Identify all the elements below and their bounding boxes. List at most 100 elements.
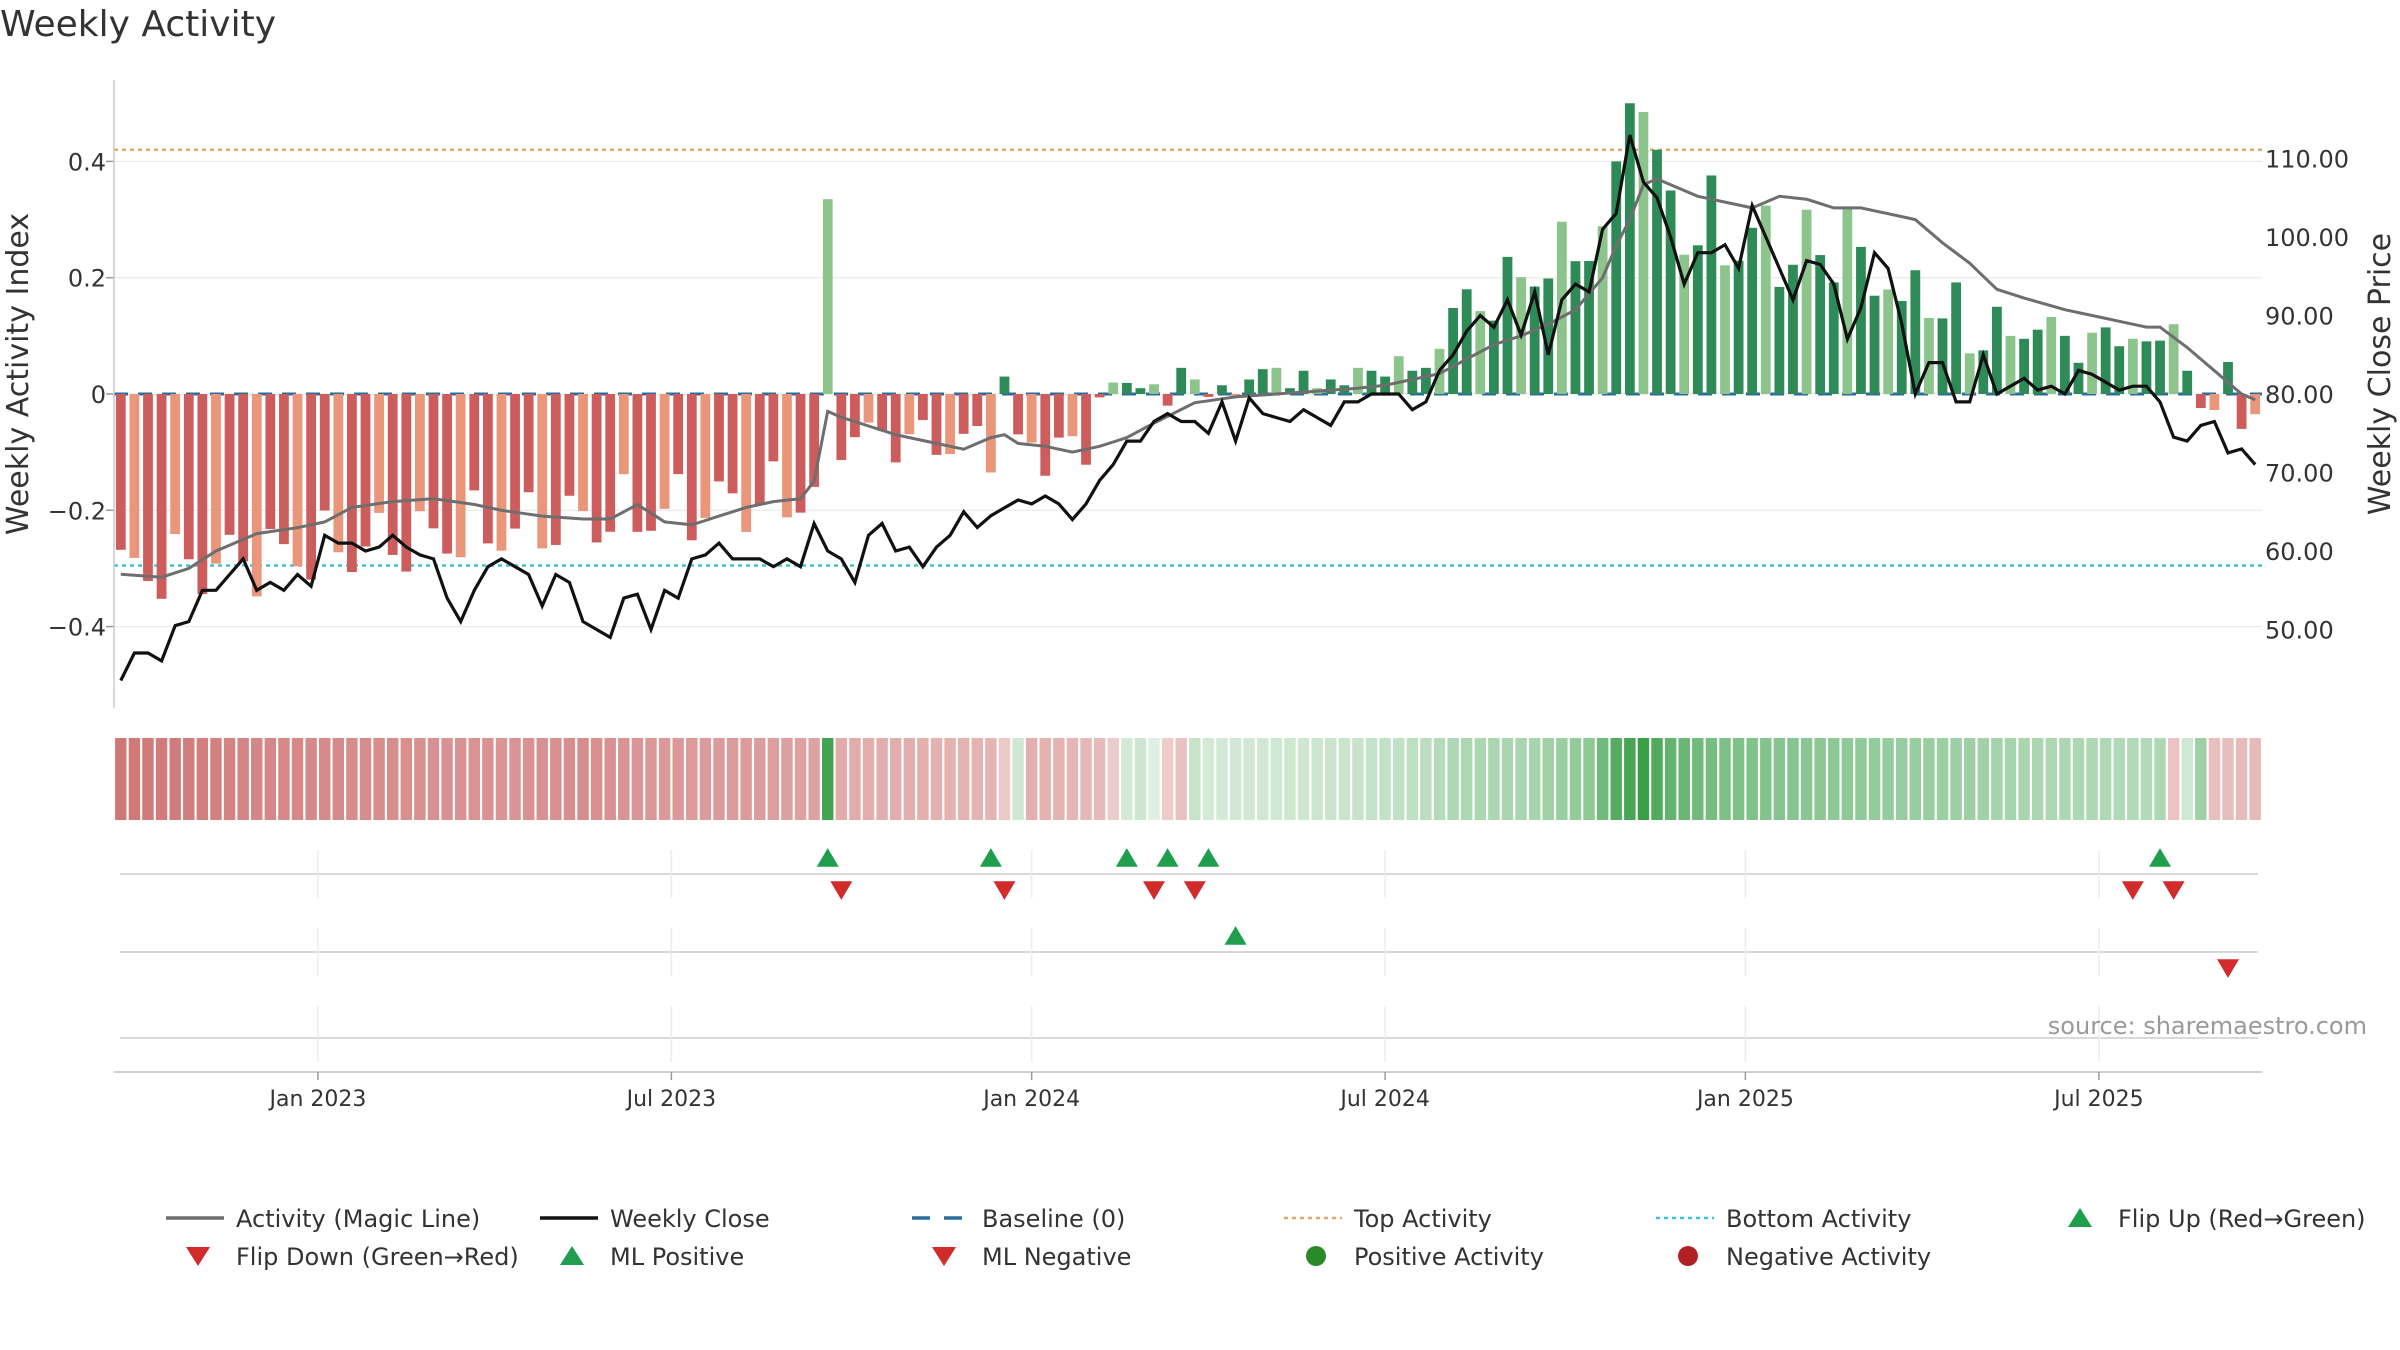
activity-bar: [374, 394, 384, 513]
activity-bar: [1706, 175, 1717, 394]
flip-up-marker: [979, 848, 1002, 867]
heat-cell: [386, 738, 399, 820]
activity-bar: [156, 394, 167, 599]
legend-symbol: [560, 1246, 584, 1265]
activity-bar: [469, 394, 480, 491]
activity-bar: [510, 394, 520, 529]
activity-bar: [251, 394, 262, 597]
x-tick-label: Jul 2023: [625, 1087, 717, 1112]
heat-cell: [631, 738, 644, 820]
activity-bar: [985, 394, 996, 473]
heat-cell: [699, 738, 712, 820]
heat-cell: [1338, 738, 1351, 820]
legend-label: Baseline (0): [982, 1205, 1125, 1233]
activity-bar: [129, 394, 140, 558]
heat-cell: [1610, 738, 1622, 820]
flip-up-marker: [1156, 848, 1179, 867]
heat-cell: [2045, 738, 2057, 820]
activity-bar: [2073, 362, 2084, 394]
y-left-tick-label: −0.4: [48, 614, 106, 642]
heat-cell: [1542, 738, 1554, 820]
heat-cell: [985, 738, 997, 820]
activity-bar: [1720, 265, 1730, 394]
activity-bars: [115, 103, 2261, 599]
heat-cell: [1270, 738, 1283, 820]
heat-cell: [862, 738, 875, 820]
heat-cell: [930, 738, 943, 820]
heat-cell: [1025, 738, 1038, 820]
activity-bar: [958, 394, 969, 434]
activity-bar: [2236, 394, 2247, 429]
heat-cell: [2031, 738, 2044, 820]
activity-bar: [1638, 111, 1649, 395]
heat-cell: [1474, 738, 1487, 820]
heat-cell: [1569, 738, 1582, 820]
heat-cell: [563, 738, 576, 820]
heat-cell: [1746, 738, 1758, 820]
legend-label: Weekly Close: [610, 1205, 770, 1233]
heat-cell: [183, 738, 195, 820]
heat-cell: [1189, 738, 1201, 820]
activity-bar: [741, 394, 752, 532]
heat-cell: [604, 738, 616, 820]
heat-cell: [781, 738, 793, 820]
activity-bar: [333, 394, 344, 553]
ml-negative-marker: [2217, 959, 2240, 978]
y-right-tick-label: 60.00: [2265, 538, 2334, 566]
flip-down-marker: [993, 881, 1016, 900]
activity-bar: [2019, 338, 2029, 394]
activity-bar: [523, 394, 534, 493]
heat-cell: [1311, 738, 1323, 820]
heat-cell: [1719, 738, 1731, 820]
heat-cell: [1868, 738, 1881, 820]
heat-cell: [767, 738, 780, 820]
activity-bar: [1760, 205, 1771, 394]
legend-label: Top Activity: [1353, 1205, 1492, 1233]
heat-cell: [1896, 738, 1908, 820]
heat-cell: [1882, 738, 1894, 820]
heat-cell: [754, 738, 766, 820]
heat-cell: [115, 738, 127, 820]
activity-bar: [863, 394, 874, 423]
heat-cell: [1501, 738, 1514, 820]
activity-bar: [1924, 317, 1934, 394]
heat-cell: [1950, 738, 1962, 820]
activity-bar: [1135, 388, 1146, 394]
flip-down-marker: [1143, 881, 1166, 900]
heat-cell: [1624, 738, 1636, 820]
activity-bar: [1393, 356, 1404, 394]
flip-up-marker: [816, 848, 839, 867]
activity-bar: [782, 394, 792, 518]
heat-cell: [264, 738, 277, 820]
heat-cell: [944, 738, 956, 820]
activity-bar: [1325, 379, 1336, 394]
heat-cell: [1515, 738, 1527, 820]
heat-cell: [808, 738, 820, 820]
activity-bar: [1964, 353, 1975, 394]
heat-cell: [889, 738, 902, 820]
weekly-close-line: [119, 134, 2257, 682]
y-left-tick-label: 0.2: [68, 265, 106, 293]
heat-cell: [686, 738, 698, 820]
activity-bar: [265, 394, 276, 530]
heat-cell: [359, 738, 372, 820]
activity-bar: [1815, 255, 1826, 394]
activity-bar: [1992, 306, 2002, 394]
flip-down-marker: [1183, 881, 1206, 900]
activity-bar: [1937, 318, 1948, 394]
activity-bar: [442, 394, 452, 554]
activity-bar: [2182, 370, 2193, 394]
activity-bar: [714, 394, 724, 482]
activity-bar: [2005, 335, 2016, 394]
legend: Activity (Magic Line) Weekly Close Baselin…: [166, 1205, 2366, 1271]
heat-cell: [196, 738, 209, 820]
heat-cell: [1855, 738, 1867, 820]
heat-cell: [509, 738, 521, 820]
heat-cell: [128, 738, 141, 820]
source-label: source: sharemaestro.com: [2048, 1012, 2367, 1040]
flip-up-marker: [1197, 848, 1220, 867]
heat-cell: [1257, 738, 1269, 820]
legend-label: Flip Up (Red→Green): [2118, 1205, 2366, 1233]
activity-bar: [2209, 394, 2220, 410]
heat-cell: [1093, 738, 1106, 820]
